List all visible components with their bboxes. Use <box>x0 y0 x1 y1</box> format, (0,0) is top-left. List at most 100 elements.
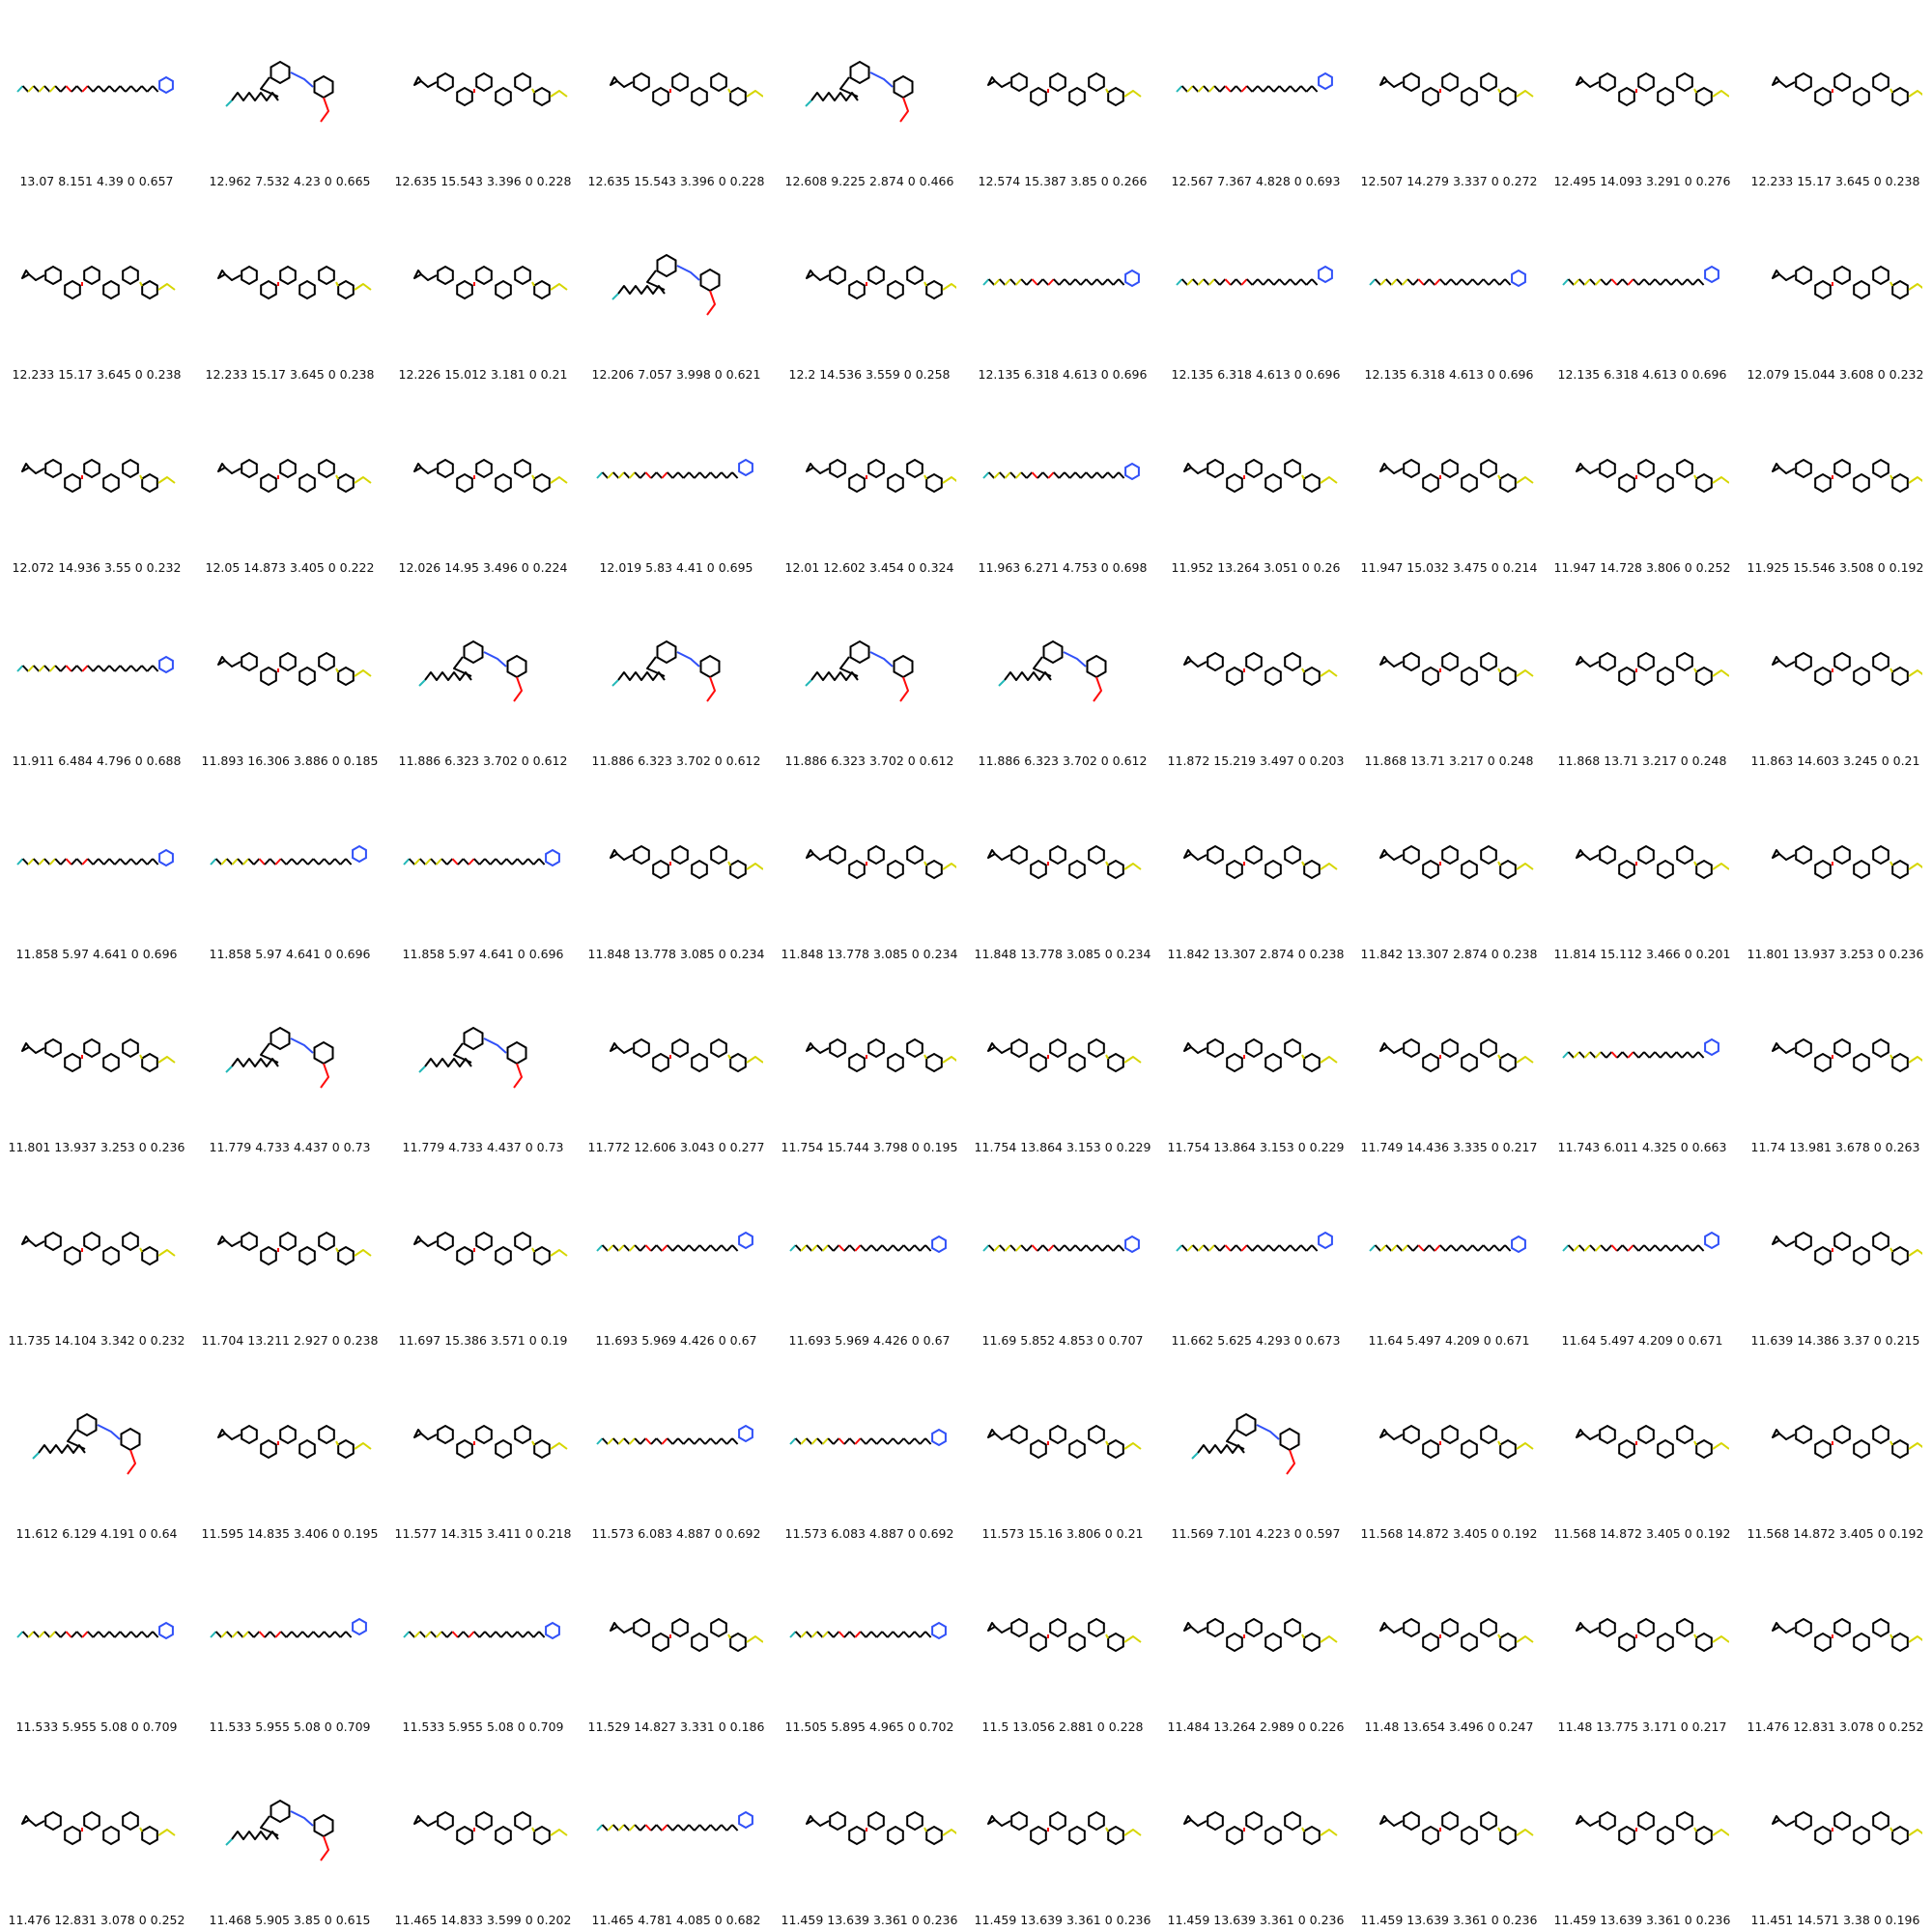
ring <box>1318 71 1333 91</box>
bond <box>1257 1244 1264 1252</box>
ring <box>495 1825 512 1846</box>
bond <box>1053 1244 1061 1252</box>
bond <box>1208 85 1215 93</box>
bond <box>114 85 122 93</box>
bond <box>1621 1051 1629 1059</box>
bond <box>1616 1244 1624 1252</box>
molecule-cell: 11.69 5.852 4.853 0 0.707 <box>966 1159 1159 1352</box>
ring <box>1049 71 1066 93</box>
ring <box>1599 844 1616 866</box>
bond <box>1240 278 1248 286</box>
ring <box>1599 1424 1616 1445</box>
molecule-cell: 11.754 13.864 3.153 0 0.229 <box>966 966 1159 1159</box>
ring <box>1010 844 1028 866</box>
bond <box>1091 1244 1098 1252</box>
bond <box>639 1824 647 1832</box>
bond <box>1208 1244 1215 1252</box>
bond <box>612 471 620 479</box>
molecule-cell: 11.459 13.639 3.361 0 0.236 <box>1546 1739 1739 1932</box>
ring <box>887 1825 904 1846</box>
bond <box>1610 1244 1618 1252</box>
bond <box>1091 278 1098 286</box>
bond <box>1053 278 1061 286</box>
bond <box>1633 278 1640 286</box>
bond <box>1085 278 1093 286</box>
bond <box>418 1065 426 1073</box>
ring <box>1461 86 1478 107</box>
bond <box>1423 278 1431 286</box>
bond <box>694 1244 701 1252</box>
ring <box>1403 1037 1420 1059</box>
ring <box>437 1231 454 1252</box>
bond <box>1693 1634 1697 1639</box>
bond <box>1401 1244 1408 1252</box>
ring <box>1284 651 1301 672</box>
bond <box>301 1631 309 1638</box>
ring <box>318 265 335 286</box>
molecule-score-label: 11.468 5.905 3.85 0 0.615 <box>209 1913 371 1927</box>
ring <box>1657 1632 1674 1653</box>
ring <box>1068 1052 1086 1073</box>
ring <box>1245 844 1263 866</box>
bond <box>843 1631 851 1638</box>
chain <box>424 1058 472 1067</box>
molecule-structure <box>982 269 1140 288</box>
cyclopropyl <box>1772 76 1780 86</box>
bond <box>527 858 535 866</box>
bond <box>1284 278 1292 286</box>
bond <box>1085 471 1093 479</box>
ring <box>1403 844 1420 866</box>
cyclopropyl <box>806 270 814 279</box>
molecule-structure <box>1176 265 1333 286</box>
ring <box>848 1052 866 1073</box>
chain <box>1778 1239 1796 1247</box>
molecule-score-label: 11.704 13.211 2.927 0 0.238 <box>201 1333 379 1348</box>
bond <box>923 861 927 867</box>
molecule-score-label: 11.639 14.386 3.37 0 0.215 <box>1750 1333 1920 1348</box>
bond <box>495 1631 502 1638</box>
bond <box>682 1824 690 1832</box>
bond <box>1660 278 1667 286</box>
ring <box>1107 86 1124 107</box>
bond <box>639 1437 647 1445</box>
ring <box>1284 844 1301 866</box>
bond <box>731 1244 739 1252</box>
molecule-structure <box>806 265 956 300</box>
bond <box>129 858 137 866</box>
ring <box>931 1621 947 1640</box>
bond <box>71 1631 78 1638</box>
ring <box>337 472 355 494</box>
bond <box>1434 278 1441 286</box>
chain <box>812 1046 830 1054</box>
bond <box>119 665 127 672</box>
ring <box>1441 1424 1459 1445</box>
molecule-cell: 11.911 6.484 4.796 0 0.688 <box>0 580 193 773</box>
molecule-structure <box>610 1037 763 1073</box>
ring <box>352 1617 367 1636</box>
molecule-structure <box>1772 265 1922 300</box>
bond <box>899 97 909 123</box>
bond <box>1493 278 1501 286</box>
cyclopropyl <box>610 76 618 86</box>
bond <box>253 1631 261 1638</box>
ring <box>298 279 316 300</box>
bond <box>821 1631 829 1638</box>
bond <box>709 471 717 479</box>
bond <box>1482 278 1490 286</box>
chain <box>1386 80 1404 88</box>
bond <box>1105 1827 1109 1833</box>
molecule-cell: 11.484 13.264 2.989 0 0.226 <box>1159 1546 1352 1739</box>
bond <box>453 1042 472 1064</box>
molecule-structure <box>413 458 568 494</box>
cyclopropyl <box>1379 656 1388 666</box>
ring <box>925 472 943 494</box>
molecule-score-label: 11.693 5.969 4.426 0 0.67 <box>595 1333 757 1348</box>
bond <box>892 1244 899 1252</box>
bond <box>1498 1244 1506 1252</box>
ring <box>691 1632 708 1653</box>
ring <box>1461 666 1478 687</box>
bond <box>1058 278 1065 286</box>
molecule-structure <box>403 1621 560 1640</box>
bond <box>1908 863 1922 870</box>
ring <box>931 1235 947 1254</box>
